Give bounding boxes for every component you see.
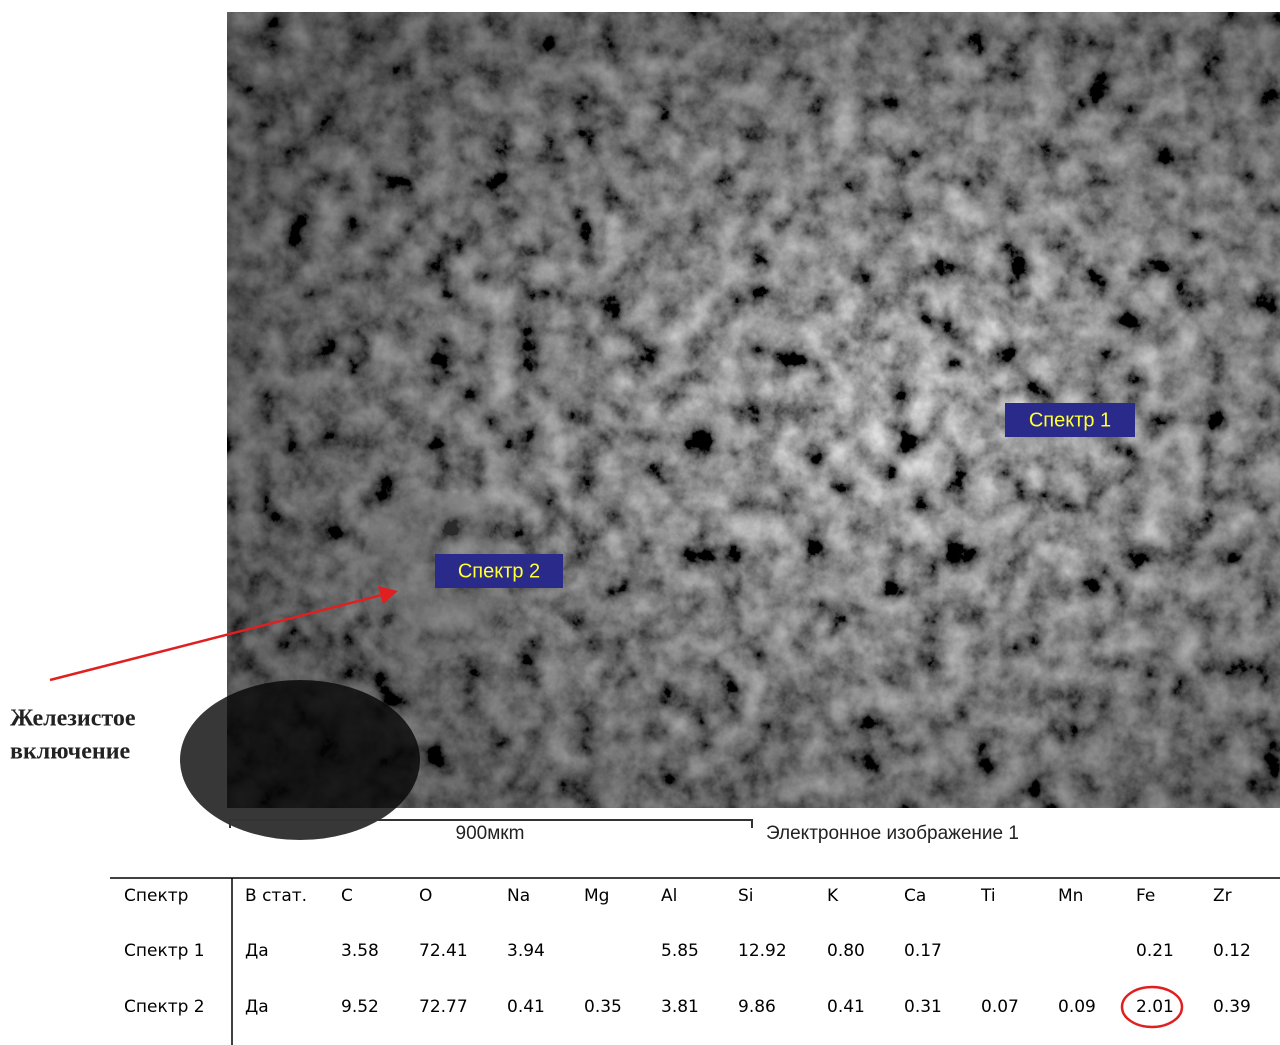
table-cell: Спектр 2 bbox=[124, 997, 205, 1017]
image-caption: Электронное изображение 1 bbox=[766, 823, 1019, 844]
table-cell: 9.86 bbox=[738, 997, 776, 1017]
table-header: Na bbox=[507, 886, 530, 906]
scale-bar bbox=[229, 819, 753, 828]
table-cell: 2.01 bbox=[1136, 997, 1174, 1017]
table-header: Ca bbox=[904, 886, 926, 906]
table-cell: 12.92 bbox=[738, 941, 787, 961]
table-cell: 0.80 bbox=[827, 941, 865, 961]
label-box bbox=[1005, 403, 1135, 437]
table-cell: 0.12 bbox=[1213, 941, 1251, 961]
table-header: Спектр bbox=[124, 886, 188, 906]
table-cell: 72.77 bbox=[419, 997, 468, 1017]
highlight bbox=[1120, 985, 1184, 1029]
table-cell: 0.35 bbox=[584, 997, 622, 1017]
table-cell: 0.09 bbox=[1058, 997, 1096, 1017]
arrow bbox=[49, 593, 383, 682]
table-header: Fe bbox=[1136, 886, 1155, 906]
table-cell: 3.94 bbox=[507, 941, 545, 961]
table-cell: Спектр 1 bbox=[124, 941, 205, 961]
table-cell: 72.41 bbox=[419, 941, 468, 961]
table-header: Zr bbox=[1213, 886, 1232, 906]
table: Спектр В стат. C O Na Mg Al Si K Ca Ti Mn Fe Zr Спектр… bbox=[110, 877, 1280, 1045]
table-cell: 9.52 bbox=[341, 997, 379, 1017]
table-header: Ti bbox=[980, 886, 996, 906]
table-cell: 0.07 bbox=[981, 997, 1019, 1017]
annotation: Железистое bbox=[10, 706, 136, 732]
scale-label: 900мкm bbox=[456, 823, 525, 844]
spectrum-label: Спектр 1 bbox=[1029, 409, 1111, 431]
table-cell: 0.21 bbox=[1136, 941, 1174, 961]
table-cell: Да bbox=[245, 941, 269, 961]
label-box bbox=[435, 554, 563, 588]
table-cell: 5.85 bbox=[661, 941, 699, 961]
table-header: Si bbox=[738, 886, 754, 906]
table-cell: 0.41 bbox=[827, 997, 865, 1017]
table-cell: 3.81 bbox=[661, 997, 699, 1017]
table-cell: 0.39 bbox=[1213, 997, 1251, 1017]
table-header: Al bbox=[661, 886, 677, 906]
table-header: Mn bbox=[1058, 886, 1083, 906]
table-cell: 0.31 bbox=[904, 997, 942, 1017]
table-cell: 3.58 bbox=[341, 941, 379, 961]
table-cell: 0.41 bbox=[507, 997, 545, 1017]
table-header: O bbox=[419, 886, 432, 906]
spectrum-label: Спектр 2 bbox=[458, 560, 540, 582]
table-header: C bbox=[341, 886, 353, 906]
annotation: включение bbox=[10, 739, 131, 765]
arrow-head bbox=[378, 586, 398, 604]
table-header: K bbox=[827, 886, 839, 906]
table-header: Mg bbox=[584, 886, 609, 906]
table-cell: 0.17 bbox=[904, 941, 942, 961]
table-header: В стат. bbox=[245, 886, 307, 906]
table-cell: Да bbox=[245, 997, 269, 1017]
